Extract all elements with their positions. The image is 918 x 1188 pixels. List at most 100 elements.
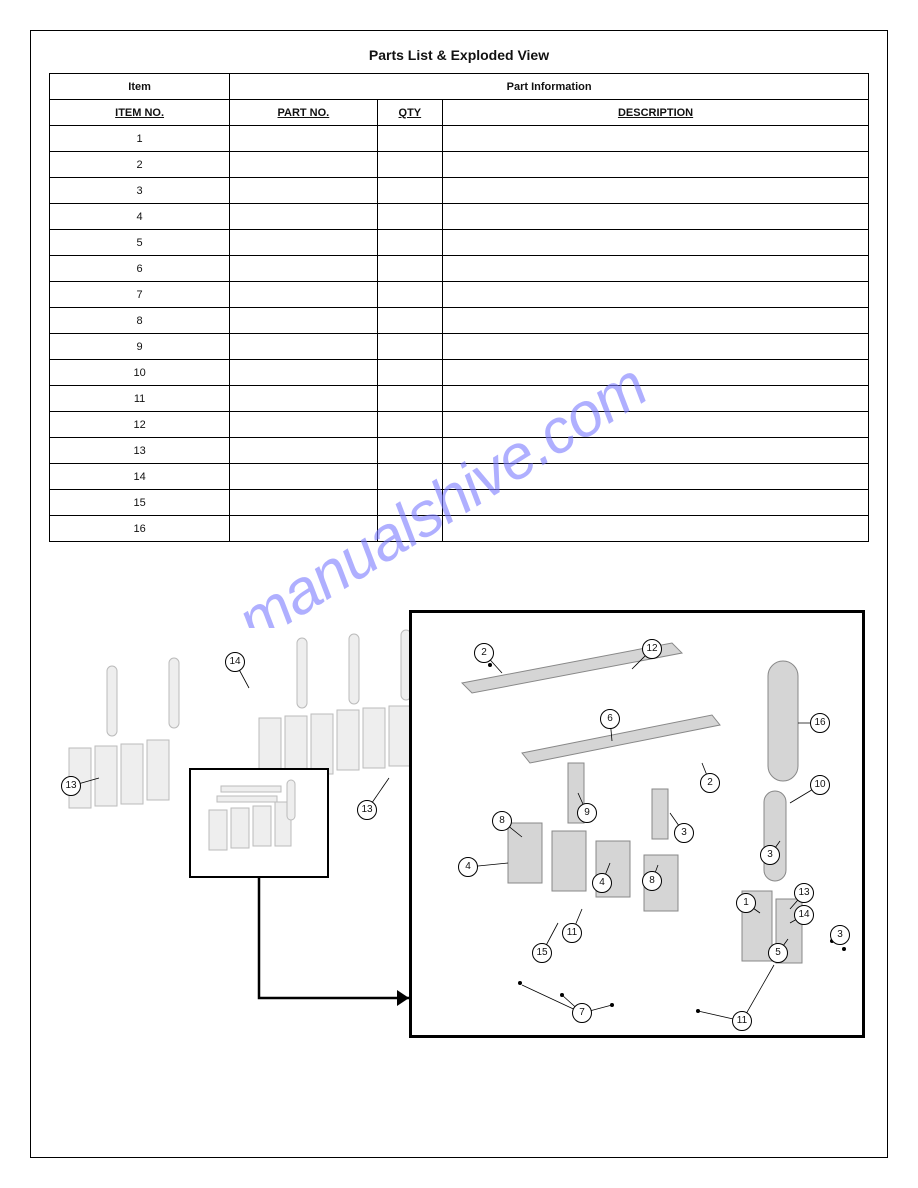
cell-item: 12 <box>50 412 230 438</box>
cell-item: 15 <box>50 490 230 516</box>
thumbnail-panel <box>189 768 329 878</box>
cell-item: 11 <box>50 386 230 412</box>
thumbnail-svg <box>191 770 327 876</box>
balloon-11: 11 <box>732 1011 752 1031</box>
cell-qty <box>377 490 443 516</box>
balloon-9: 9 <box>577 803 597 823</box>
table-row: 6 <box>50 256 869 282</box>
cell-part <box>230 282 377 308</box>
cell-desc <box>443 490 869 516</box>
balloon-14: 14 <box>794 905 814 925</box>
cell-qty <box>377 360 443 386</box>
cell-qty <box>377 516 443 542</box>
table-header-row: ITEM NO. PART NO. QTY DESCRIPTION <box>50 100 869 126</box>
table-group-item: Item <box>50 74 230 100</box>
cell-qty <box>377 386 443 412</box>
cell-part <box>230 516 377 542</box>
balloon-13: 13 <box>357 800 377 820</box>
cell-part <box>230 464 377 490</box>
balloon-7: 7 <box>572 1003 592 1023</box>
cell-desc <box>443 282 869 308</box>
balloon-1: 1 <box>736 893 756 913</box>
table-row: 11 <box>50 386 869 412</box>
cell-item: 8 <box>50 308 230 334</box>
cell-part <box>230 360 377 386</box>
balloon-14: 14 <box>225 652 245 672</box>
balloon-11: 11 <box>562 923 582 943</box>
col-qty: QTY <box>377 100 443 126</box>
table-row: 15 <box>50 490 869 516</box>
balloon-3: 3 <box>830 925 850 945</box>
table-row: 12 <box>50 412 869 438</box>
cell-qty <box>377 126 443 152</box>
cell-qty <box>377 204 443 230</box>
cell-item: 5 <box>50 230 230 256</box>
col-part: PART NO. <box>230 100 377 126</box>
balloon-8: 8 <box>642 871 662 891</box>
table-row: 4 <box>50 204 869 230</box>
detail-panel: 212616210893434811311141553711 <box>409 610 865 1038</box>
cell-qty <box>377 438 443 464</box>
parts-table: Item Part Information ITEM NO. PART NO. … <box>49 73 869 542</box>
cell-part <box>230 490 377 516</box>
table-row: 14 <box>50 464 869 490</box>
document-title: Parts List & Exploded View <box>49 47 869 63</box>
col-desc: DESCRIPTION <box>443 100 869 126</box>
cell-part <box>230 178 377 204</box>
cell-qty <box>377 334 443 360</box>
cell-qty <box>377 178 443 204</box>
cell-desc <box>443 516 869 542</box>
cell-item: 10 <box>50 360 230 386</box>
exploded-diagram: 14131314 <box>49 558 869 1098</box>
cell-part <box>230 126 377 152</box>
cell-desc <box>443 360 869 386</box>
page-content: Parts List & Exploded View Item Part Inf… <box>31 31 887 1157</box>
cell-item: 9 <box>50 334 230 360</box>
table-row: 1 <box>50 126 869 152</box>
cell-desc <box>443 152 869 178</box>
cell-part <box>230 334 377 360</box>
cell-part <box>230 230 377 256</box>
balloon-12: 12 <box>642 639 662 659</box>
detail-svg <box>412 613 862 1035</box>
cell-item: 3 <box>50 178 230 204</box>
cell-desc <box>443 204 869 230</box>
cell-desc <box>443 308 869 334</box>
cell-part <box>230 386 377 412</box>
balloon-8: 8 <box>492 811 512 831</box>
cell-desc <box>443 438 869 464</box>
balloon-15: 15 <box>532 943 552 963</box>
cell-qty <box>377 152 443 178</box>
cell-qty <box>377 282 443 308</box>
cell-desc <box>443 178 869 204</box>
cell-item: 16 <box>50 516 230 542</box>
cell-desc <box>443 464 869 490</box>
cell-qty <box>377 256 443 282</box>
cell-desc <box>443 386 869 412</box>
balloon-2: 2 <box>700 773 720 793</box>
cell-qty <box>377 230 443 256</box>
cell-part <box>230 308 377 334</box>
balloon-4: 4 <box>458 857 478 877</box>
cell-item: 6 <box>50 256 230 282</box>
cell-desc <box>443 412 869 438</box>
cell-qty <box>377 464 443 490</box>
cell-item: 1 <box>50 126 230 152</box>
col-item: ITEM NO. <box>50 100 230 126</box>
table-row: 2 <box>50 152 869 178</box>
balloon-10: 10 <box>810 775 830 795</box>
balloon-13: 13 <box>794 883 814 903</box>
balloon-16: 16 <box>810 713 830 733</box>
balloon-2: 2 <box>474 643 494 663</box>
table-row: 13 <box>50 438 869 464</box>
cell-item: 7 <box>50 282 230 308</box>
cell-desc <box>443 334 869 360</box>
table-row: 7 <box>50 282 869 308</box>
cell-item: 14 <box>50 464 230 490</box>
cell-desc <box>443 230 869 256</box>
balloon-3: 3 <box>674 823 694 843</box>
balloon-6: 6 <box>600 709 620 729</box>
cell-item: 2 <box>50 152 230 178</box>
table-group-row: Item Part Information <box>50 74 869 100</box>
cell-part <box>230 412 377 438</box>
